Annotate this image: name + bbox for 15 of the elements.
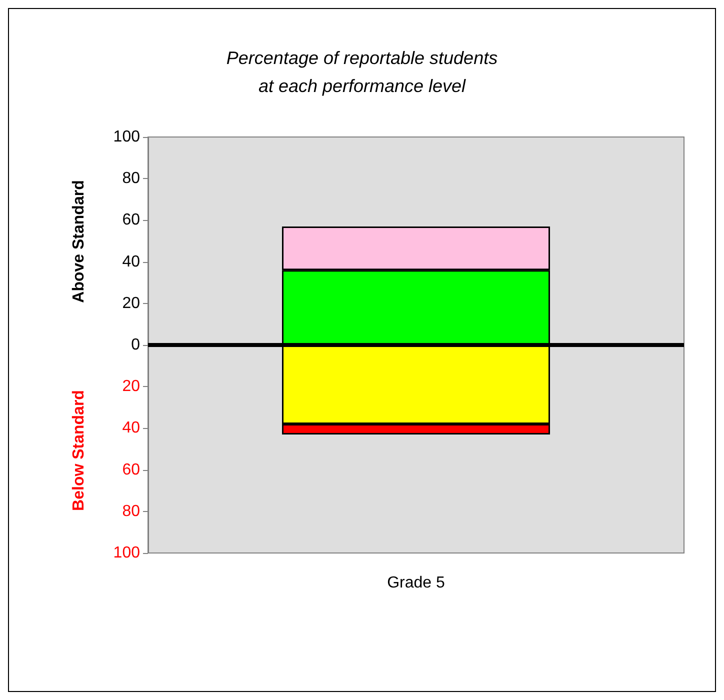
y-axis-title: Above Standard [70, 180, 88, 303]
chart-title: Percentage of reportable students at each performance level [226, 48, 498, 96]
y-tick-label: 60 [122, 461, 140, 478]
y-tick-label: 0 [131, 336, 140, 354]
y-tick-label: 60 [122, 212, 140, 229]
y-tick-label: 20 [122, 294, 140, 312]
y-tick-label: 20 [122, 378, 140, 396]
text: Below Standard [70, 390, 88, 511]
x-tick-label: Grade 5 [387, 574, 446, 592]
y-tick-label: 100 [113, 544, 140, 562]
y-tick-label: 40 [122, 253, 140, 270]
y-tick-label: 80 [122, 502, 140, 520]
y-tick-label: 40 [122, 420, 140, 437]
y-tick-label: 80 [122, 170, 140, 188]
y-tick-label: 100 [113, 128, 140, 146]
